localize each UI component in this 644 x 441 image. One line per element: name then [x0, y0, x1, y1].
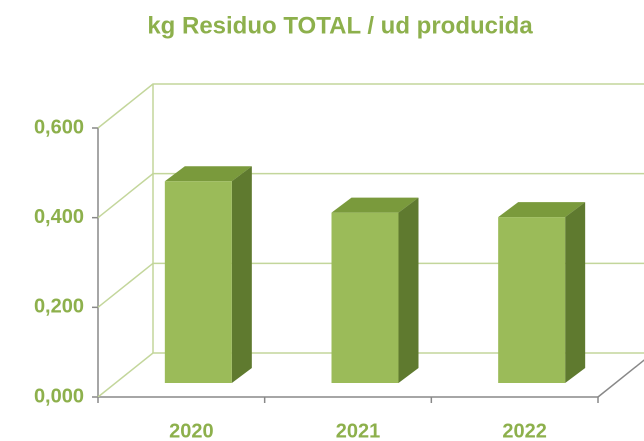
grid-line — [97, 83, 644, 129]
grid-line — [97, 172, 644, 219]
x-tick-label: 2020 — [169, 420, 214, 441]
y-tick-label: 0,600 — [34, 116, 84, 138]
bar — [164, 181, 232, 383]
y-tick-label: 0,000 — [34, 385, 84, 407]
bar-top — [164, 166, 252, 182]
y-tick-label: 0,200 — [34, 296, 84, 318]
floor-right — [597, 359, 644, 398]
chart-title: kg Residuo TOTAL / ud producida — [147, 12, 533, 39]
bar-top — [498, 202, 586, 218]
bar-side — [231, 166, 252, 383]
grid-line — [97, 352, 644, 398]
y-tick-label: 0,400 — [34, 206, 84, 228]
bar — [498, 217, 566, 383]
bar-side — [565, 202, 586, 383]
bar-top — [331, 197, 419, 213]
bar — [331, 212, 399, 383]
x-tick-label: 2022 — [502, 420, 547, 441]
x-tick-label: 2021 — [336, 420, 381, 441]
grid-line — [97, 262, 644, 308]
bar-side — [398, 197, 419, 383]
